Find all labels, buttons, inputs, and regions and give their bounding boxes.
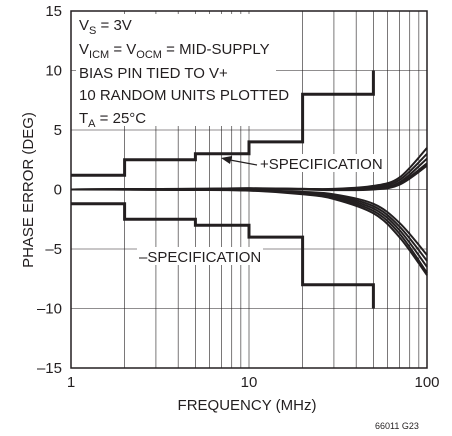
x-tick-labels: 1 10 100 [67,374,440,391]
upper-spec-label-background [258,154,386,172]
specification-limits [71,70,375,309]
y-tick-label: 10 [45,63,62,80]
conditions-background [76,14,276,126]
lower-spec-label-background [137,247,263,265]
plot-frame [70,10,428,369]
x-tick-label: 1 [67,374,75,391]
y-tick-label: –15 [37,360,62,377]
y-axis-label: PHASE ERROR (DEG) [20,112,37,268]
y-tick-label: –10 [37,301,62,318]
upper-spec-arrowhead [221,156,232,164]
x-tick-label: 100 [414,374,439,391]
conditions-block: VS = 3V VICM = VOCM = MID-SUPPLY BIAS PI… [76,14,289,130]
y-tick-label: –5 [45,241,62,258]
x-tick-label: 10 [241,374,258,391]
data-curves [70,147,428,276]
lower-spec-annotation: –SPECIFICATION [137,247,263,266]
upper-spec-label: +SPECIFICATION [260,156,383,173]
y-tick-label: 15 [45,3,62,20]
y-tick-label: 0 [54,182,62,199]
condition-common-mode: VICM = VOCM = MID-SUPPLY [79,41,270,61]
y-tick-labels: 15 10 5 0 –5 –10 –15 [37,3,62,377]
condition-supply: VS = 3V [79,17,132,37]
upper-spec-arrow [229,159,258,166]
unit-curve-10 [70,188,428,276]
upper-specification-line [71,70,375,177]
condition-bias: BIAS PIN TIED TO V+ [79,65,228,82]
y-tick-label: 5 [54,122,62,139]
lower-spec-label: –SPECIFICATION [139,249,261,266]
lower-specification-line [71,202,375,309]
condition-temperature: TA = 25°C [79,110,146,130]
condition-units: 10 RANDOM UNITS PLOTTED [79,87,289,104]
upper-spec-annotation: +SPECIFICATION [221,154,386,173]
figure-code: 66011 G23 [375,421,419,431]
x-axis-label: FREQUENCY (MHz) [178,397,317,414]
